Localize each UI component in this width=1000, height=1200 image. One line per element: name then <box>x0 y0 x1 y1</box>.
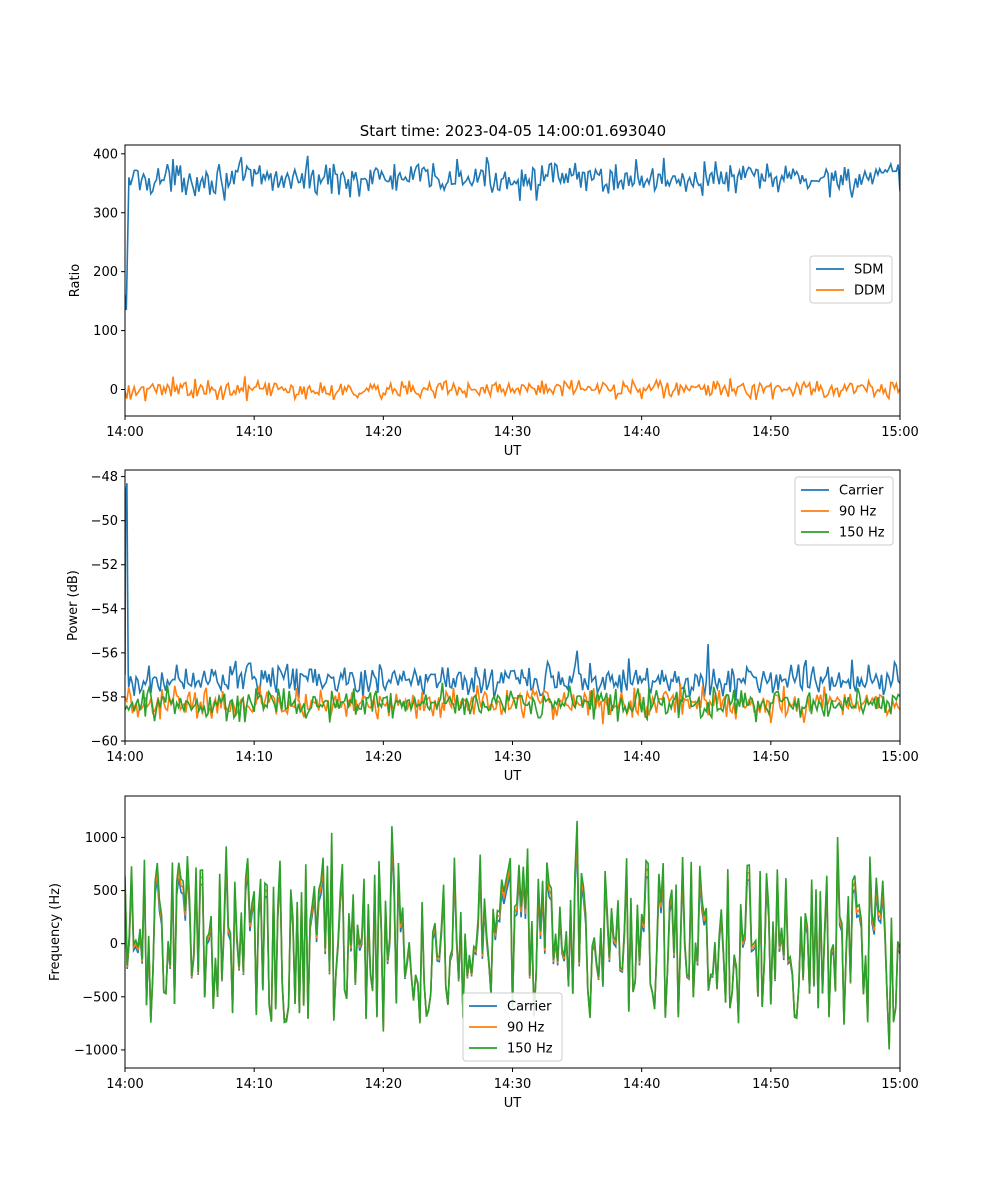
x-tick-label: 14:40 <box>623 750 660 765</box>
x-tick-label: 14:00 <box>106 1077 143 1092</box>
x-tick-label: 14:40 <box>623 1077 660 1092</box>
legend-label: SDM <box>854 263 883 278</box>
legend-label: Carrier <box>507 1000 552 1015</box>
x-axis-label: UT <box>504 1096 522 1111</box>
x-tick-label: 14:50 <box>752 750 789 765</box>
x-tick-label: 14:10 <box>235 1077 272 1092</box>
x-tick-label: 14:20 <box>365 425 402 440</box>
y-tick-label: 0 <box>110 937 118 952</box>
figure-title: Start time: 2023-04-05 14:00:01.693040 <box>360 122 666 140</box>
legend-label: 150 Hz <box>507 1042 553 1057</box>
x-tick-label: 14:50 <box>752 1077 789 1092</box>
x-axis-label: UT <box>504 444 522 459</box>
y-axis-label: Ratio <box>68 264 83 297</box>
y-tick-label: −500 <box>82 990 118 1005</box>
x-tick-label: 14:30 <box>494 1077 531 1092</box>
y-tick-label: 300 <box>93 206 118 221</box>
x-tick-label: 14:20 <box>365 750 402 765</box>
y-axis-label: Frequency (Hz) <box>48 883 63 981</box>
legend-box <box>794 476 894 546</box>
frequency-panel: 14:00 14:10 14:20 14:30 14:40 14:50 15:00 −1000… <box>48 795 919 1111</box>
y-tick-label: −60 <box>91 735 118 750</box>
y-tick-label: 0 <box>110 383 118 398</box>
y-tick-label: −56 <box>91 646 118 661</box>
y-tick-label: −58 <box>91 690 118 705</box>
x-tick-label: 14:20 <box>365 1077 402 1092</box>
x-tick-label: 14:10 <box>235 750 272 765</box>
x-tick-label: 14:30 <box>494 750 531 765</box>
series-line-sdm <box>125 155 900 311</box>
x-tick-label: 14:40 <box>623 425 660 440</box>
y-tick-label: 100 <box>93 324 118 339</box>
series-line-carrier <box>125 483 900 702</box>
y-tick-label: −1000 <box>74 1043 118 1058</box>
x-tick-label: 14:50 <box>752 425 789 440</box>
y-tick-label: 200 <box>93 265 118 280</box>
x-tick-label: 15:00 <box>881 1077 918 1092</box>
power-panel: 14:00 14:10 14:20 14:30 14:40 14:50 15:00 −60 −5… <box>66 469 919 784</box>
series-line-150-hz <box>125 682 900 723</box>
legend: SDM DDM <box>809 255 893 304</box>
legend-label: 150 Hz <box>839 526 885 541</box>
legend-box <box>809 255 893 304</box>
legend-label: 90 Hz <box>507 1021 544 1036</box>
x-tick-label: 14:00 <box>106 425 143 440</box>
legend: Carrier 90 Hz 150 Hz <box>462 992 563 1062</box>
y-tick-label: 400 <box>93 147 118 162</box>
x-tick-label: 14:10 <box>235 425 272 440</box>
y-axis-label: Power (dB) <box>66 570 81 641</box>
series-line-ddm <box>125 376 900 402</box>
x-axis-label: UT <box>504 769 522 784</box>
x-tick-label: 15:00 <box>881 425 918 440</box>
x-tick-label: 14:00 <box>106 750 143 765</box>
ratio-panel: 14:00 14:10 14:20 14:30 14:40 14:50 15:00 0 100 2… <box>68 144 919 459</box>
x-tick-label: 14:30 <box>494 425 531 440</box>
y-tick-label: −48 <box>91 470 118 485</box>
legend: Carrier 90 Hz 150 Hz <box>794 476 894 546</box>
legend-label: 90 Hz <box>839 505 876 520</box>
plot-frame <box>124 144 901 417</box>
y-tick-label: −52 <box>91 558 118 573</box>
y-tick-label: 1000 <box>85 831 118 846</box>
legend-label: DDM <box>854 284 885 299</box>
legend-label: Carrier <box>839 484 884 499</box>
y-tick-label: −54 <box>91 602 118 617</box>
y-tick-label: −50 <box>91 514 118 529</box>
legend-box <box>462 992 563 1062</box>
x-tick-label: 15:00 <box>881 750 918 765</box>
y-tick-label: 500 <box>93 884 118 899</box>
